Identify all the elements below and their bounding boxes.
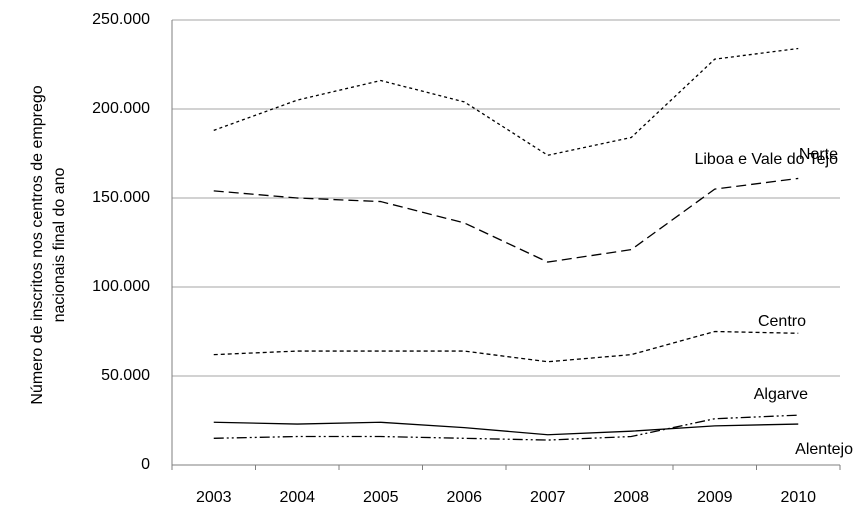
x-tick-label: 2003: [196, 489, 232, 506]
series-line: [213, 177, 799, 263]
series-line: [213, 421, 799, 436]
x-tick-label: 2007: [530, 489, 566, 506]
y-axis-title-line: nacionais final do ano: [51, 168, 68, 323]
x-tick-label: 2009: [697, 489, 733, 506]
x-tick-label: 2008: [613, 489, 649, 506]
y-axis-title: Número de inscritos nos centros de empre…: [29, 85, 68, 404]
y-tick-label: 0: [141, 456, 150, 473]
y-axis-title-line: Número de inscritos nos centros de empre…: [29, 85, 46, 404]
y-tick-label: 150.000: [92, 189, 150, 206]
series-label: Liboa e Vale do Tejo: [694, 151, 838, 168]
y-tick-label: 50.000: [101, 367, 150, 384]
series-line: [213, 330, 799, 363]
x-tick-label: 2010: [780, 489, 816, 506]
y-tick-label: 100.000: [92, 278, 150, 295]
y-tick-label: 250.000: [92, 11, 150, 28]
series-line: [213, 47, 799, 156]
series-label: Norte: [799, 146, 838, 163]
series-line: [213, 414, 799, 441]
x-tick-label: 2004: [279, 489, 315, 506]
y-tick-label: 200.000: [92, 100, 150, 117]
series-label: Algarve: [754, 386, 808, 403]
x-tick-label: 2005: [363, 489, 399, 506]
x-tick-label: 2006: [446, 489, 482, 506]
series-label: Centro: [758, 313, 806, 330]
series-label: Alentejo: [795, 441, 853, 458]
